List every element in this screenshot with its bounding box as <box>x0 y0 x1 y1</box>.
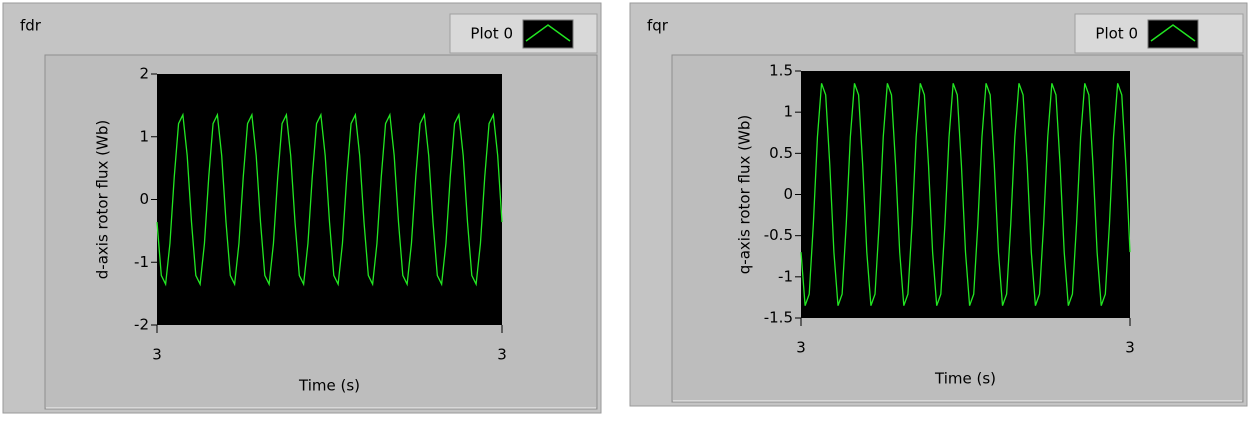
y-tick-label: 0 <box>139 190 149 208</box>
y-tick-label: -0.5 <box>764 226 793 244</box>
x-tick-label: 3 <box>497 346 507 364</box>
legend-label: Plot 0 <box>470 25 513 43</box>
y-tick-label: 0 <box>783 185 793 203</box>
signal-line <box>156 112 503 287</box>
y-tick-label: 0.5 <box>769 144 793 162</box>
legend-swatch <box>1147 19 1199 49</box>
plot-area <box>801 71 1130 318</box>
y-tick-label: 1 <box>139 127 149 145</box>
x-axis-title: Time (s) <box>934 370 996 388</box>
y-tick-label: -1.5 <box>764 309 793 327</box>
plot-area <box>157 74 502 325</box>
legend-swatch-line <box>525 24 571 42</box>
y-tick-label: -1 <box>134 253 149 271</box>
y-axis-title: q-axis rotor flux (Wb) <box>736 115 754 274</box>
y-tick-label: 2 <box>139 65 149 83</box>
y-axis-title: d-axis rotor flux (Wb) <box>94 120 112 279</box>
y-tick-label: -1 <box>778 267 793 285</box>
signal-line <box>800 83 1131 306</box>
x-axis-title: Time (s) <box>298 377 360 395</box>
y-tick-label: 1.5 <box>769 62 793 80</box>
y-tick-label: -2 <box>134 316 149 334</box>
legend-swatch-line <box>1150 24 1196 42</box>
legend-swatch <box>522 19 574 49</box>
legend-label: Plot 0 <box>1095 25 1138 43</box>
x-tick-label: 3 <box>796 339 806 357</box>
graph-label: fqr <box>647 17 669 35</box>
x-tick-label: 3 <box>1125 339 1135 357</box>
x-tick-label: 3 <box>152 346 162 364</box>
graph-label: fdr <box>20 17 42 35</box>
y-tick-label: 1 <box>783 103 793 121</box>
